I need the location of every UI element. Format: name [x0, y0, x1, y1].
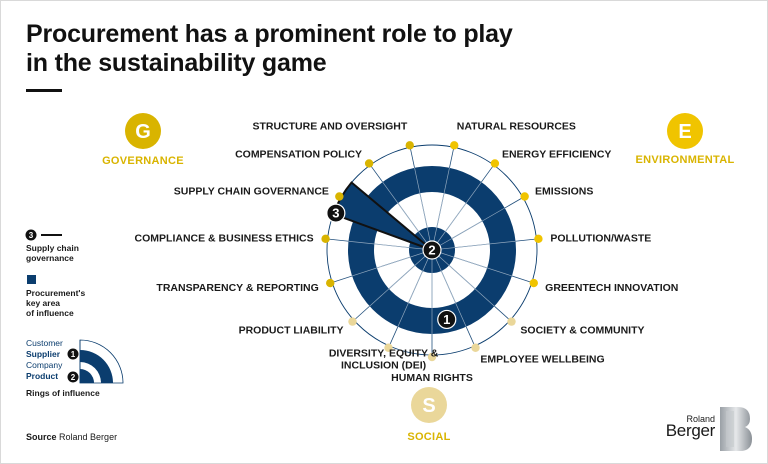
- governance-label: GOVERNANCE: [102, 155, 184, 167]
- environmental-circle: [667, 113, 703, 149]
- spoke-separator: [414, 167, 432, 247]
- legend-supply-line2: governance: [26, 253, 74, 263]
- legend-key-line2: key area: [26, 298, 60, 308]
- spoke-label: COMPENSATION POLICY: [235, 149, 362, 161]
- marker-supplier-ring: [437, 309, 457, 330]
- spoke-label: POLLUTION/WASTE: [550, 233, 651, 245]
- spoke-label: COMPLIANCE & BUSINESS ETHICS: [135, 233, 314, 245]
- logo-text-berger: Berger: [665, 421, 716, 440]
- source-label: Source: [26, 432, 57, 442]
- environmental-letter: E: [678, 121, 691, 143]
- spoke-dot-social: [471, 343, 480, 352]
- marker-supply-chain-governance-number: 3: [332, 206, 339, 221]
- legend-ring-company: Company: [26, 360, 63, 370]
- source-note: Source Roland Berger: [26, 432, 117, 442]
- spoke-dot-governance: [364, 159, 374, 168]
- spoke-separator: [382, 181, 430, 247]
- legend-ring-product: Product: [26, 371, 58, 381]
- legend-key-line3: of influence: [26, 308, 74, 318]
- spoke-label: TRANSPARENCY & REPORTING: [156, 282, 318, 294]
- environmental-label: ENVIRONMENTAL: [635, 154, 734, 166]
- environmental-badge: E ENVIRONMENTAL: [635, 113, 734, 166]
- mini-ring-band: [80, 350, 113, 383]
- spoke-label: PRODUCT LIABILITY: [239, 325, 344, 337]
- source-value: Roland Berger: [59, 432, 118, 442]
- spoke-label: ENERGY EFFICIENCY: [502, 149, 611, 161]
- spoke-dot-social: [348, 317, 357, 326]
- social-letter: S: [422, 395, 435, 417]
- legend-marker-3-number: 3: [29, 231, 34, 240]
- spoke-label: NATURAL RESOURCES: [457, 121, 576, 133]
- legend-ring-marker-1: [67, 348, 79, 360]
- marker-supplier-ring-number: 1: [443, 312, 450, 327]
- social-circle: [411, 387, 447, 423]
- spoke-dot-governance: [321, 234, 330, 244]
- page-title: Procurement has a prominent role to play…: [26, 20, 513, 77]
- spoke-dot-social: [507, 317, 516, 326]
- roland-berger-logo-mark: [720, 407, 752, 451]
- spoke-separator: [348, 240, 429, 250]
- mini-ring-outer: [79, 339, 124, 384]
- spoke-dot-environmental: [529, 278, 538, 288]
- spoke-dot-governance: [326, 278, 335, 288]
- spoke-separator: [397, 253, 431, 327]
- logo-text-roland: Roland: [686, 414, 715, 424]
- spoke-label: SUPPLY CHAIN GOVERNANCE: [174, 186, 329, 198]
- spoke-separator: [435, 240, 516, 250]
- spoke-separator: [433, 253, 467, 327]
- spoke-dot-governance: [405, 141, 414, 150]
- spoke-dot-social: [427, 352, 437, 362]
- title-underline: [26, 89, 62, 92]
- spoke-separator: [434, 252, 495, 307]
- spoke-label: EMPLOYEE WELLBEING: [480, 354, 604, 366]
- spoke-separator: [435, 207, 505, 249]
- spoke-separator: [352, 250, 429, 277]
- spoke-label: HUMAN RIGHTS: [391, 372, 473, 384]
- legend-ring-marker-2-number: 2: [71, 373, 76, 382]
- spoke-dot-environmental: [534, 234, 543, 244]
- spoke-dot-environmental: [450, 141, 459, 150]
- legend-ring-supplier: Supplier: [26, 349, 61, 359]
- legend-ring-marker-2: [67, 371, 79, 383]
- mini-ring-core: [80, 369, 94, 383]
- spoke-dot-environmental: [490, 159, 500, 168]
- marker-product-core-number: 2: [428, 243, 435, 258]
- marker-supply-chain-governance: [326, 203, 346, 223]
- spoke-dot-social: [384, 343, 393, 352]
- spoke-label: EMISSIONS: [535, 186, 593, 198]
- spoke-dot-environmental: [520, 192, 529, 201]
- social-badge: S SOCIAL: [407, 387, 450, 443]
- spoke-label: STRUCTURE AND OVERSIGHT: [252, 121, 407, 133]
- legend-key-line1: Procurement's: [26, 288, 85, 298]
- spoke-label: SOCIETY & COMMUNITY: [520, 325, 644, 337]
- governance-letter: G: [135, 121, 151, 143]
- legend-ring-customer: Customer: [26, 338, 63, 348]
- legend: 3 Supply chain governance Procurement's …: [25, 229, 124, 398]
- spoke-label: GREENTECH INNOVATION: [545, 282, 678, 294]
- spoke-dot-governance: [335, 192, 344, 201]
- social-label: SOCIAL: [407, 431, 450, 443]
- marker-product-core: [422, 240, 442, 260]
- governance-badge: G GOVERNANCE: [102, 113, 184, 167]
- spoke-separator: [369, 252, 430, 307]
- legend-rings-title: Rings of influence: [26, 388, 100, 398]
- wheel: NATURAL RESOURCES ENERGY EFFICIENCY EMISSI…: [135, 121, 679, 384]
- legend-ring-marker-1-number: 1: [71, 350, 76, 359]
- legend-marker-3: [25, 229, 37, 241]
- spoke-separator: [434, 181, 482, 247]
- governance-circle: [125, 113, 161, 149]
- legend-key-swatch: [27, 275, 36, 284]
- legend-supply-line1: Supply chain: [26, 243, 79, 253]
- spoke-separator: [435, 250, 512, 277]
- spoke-label: DIVERSITY, EQUITY & INCLUSION (DEI): [329, 348, 439, 372]
- spoke-separator: [432, 167, 450, 247]
